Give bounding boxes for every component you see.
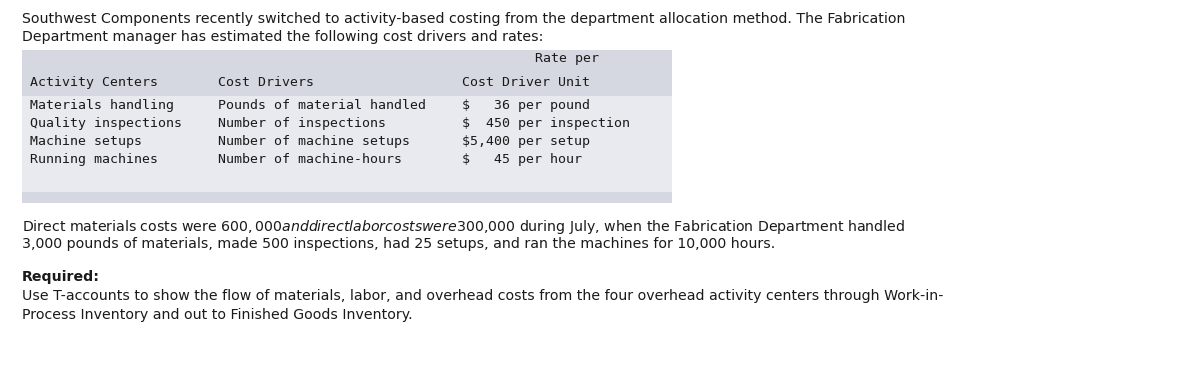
Text: Running machines: Running machines bbox=[30, 153, 158, 166]
Text: Process Inventory and out to Finished Goods Inventory.: Process Inventory and out to Finished Go… bbox=[22, 308, 413, 322]
Text: Number of inspections: Number of inspections bbox=[218, 117, 386, 130]
Text: Materials handling: Materials handling bbox=[30, 99, 174, 112]
Text: 3,000 pounds of materials, made 500 inspections, had 25 setups, and ran the mach: 3,000 pounds of materials, made 500 insp… bbox=[22, 237, 775, 251]
Text: $   36 per pound: $ 36 per pound bbox=[462, 99, 590, 112]
Text: $   45 per hour: $ 45 per hour bbox=[462, 153, 582, 166]
Text: Direct materials costs were $600,000 and direct labor costs were $300,000 during: Direct materials costs were $600,000 and… bbox=[22, 218, 905, 236]
Text: Use T-accounts to show the flow of materials, labor, and overhead costs from the: Use T-accounts to show the flow of mater… bbox=[22, 289, 943, 303]
Text: Cost Driver Unit: Cost Driver Unit bbox=[462, 76, 590, 89]
Text: Activity Centers: Activity Centers bbox=[30, 76, 158, 89]
Text: Required:: Required: bbox=[22, 270, 100, 284]
Text: Quality inspections: Quality inspections bbox=[30, 117, 182, 130]
Text: $  450 per inspection: $ 450 per inspection bbox=[462, 117, 630, 130]
Text: Number of machine setups: Number of machine setups bbox=[218, 135, 410, 148]
Text: Cost Drivers: Cost Drivers bbox=[218, 76, 314, 89]
Text: Machine setups: Machine setups bbox=[30, 135, 142, 148]
Text: Number of machine-hours: Number of machine-hours bbox=[218, 153, 402, 166]
Bar bbox=[22, 96, 672, 192]
Text: Southwest Components recently switched to activity-based costing from the depart: Southwest Components recently switched t… bbox=[22, 12, 906, 26]
Bar bbox=[22, 50, 672, 96]
Text: Department manager has estimated the following cost drivers and rates:: Department manager has estimated the fol… bbox=[22, 30, 544, 44]
Bar bbox=[22, 192, 672, 203]
Text: Rate per: Rate per bbox=[535, 52, 599, 65]
Text: $5,400 per setup: $5,400 per setup bbox=[462, 135, 590, 148]
Text: Pounds of material handled: Pounds of material handled bbox=[218, 99, 426, 112]
